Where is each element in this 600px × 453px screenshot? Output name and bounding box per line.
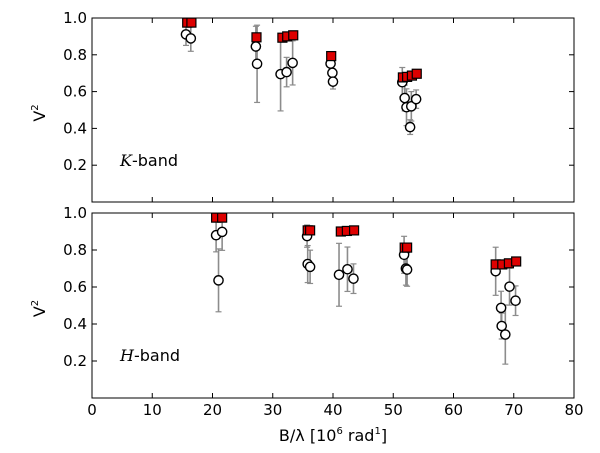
model-point-circle [504,281,515,292]
y-tick-label: 0.8 [63,46,87,64]
x-tick-label: 10 [143,401,162,419]
y-tick-label: 0.4 [63,315,87,333]
y-tick-label: 0.8 [63,241,87,259]
model-point-circle [401,264,413,275]
panel-label: H-band [119,346,180,365]
k-band-panel: 0.2 0.4 0.6 0.8 1.0 V2 K-band [30,9,575,203]
data-point-square [348,225,360,236]
model-point-circle [404,121,416,133]
data-point-square [305,225,316,236]
y-axis-label: V2 [30,300,49,317]
model-point-circle [495,302,507,314]
x-tick-label: 30 [263,401,282,419]
model-point-circle [410,93,422,105]
model-point-circle [406,101,417,112]
model-point-circle [327,67,338,79]
x-tick-label: 40 [323,401,342,419]
y-tick-label: 0.2 [63,352,87,370]
model-point-circle [496,320,508,332]
model-point-circle [348,273,359,284]
data-point-square [326,50,337,62]
data-point-square [411,68,422,79]
model-point-circle [399,92,410,104]
y-tick-label: 0.6 [63,278,87,296]
model-point-circle [304,261,316,273]
x-tick-label: 20 [203,401,222,419]
data-point-square [288,30,299,41]
model-point-circle [185,33,197,44]
x-tick-label: 70 [504,401,523,419]
model-point-circle [250,41,262,52]
h-band-panel: 0 10 20 30 40 50 60 70 80 0.2 0.4 0.6 0.8 1.0 V2 H-band… [30,204,584,445]
model-point-circle [333,269,345,281]
y-tick-label: 1.0 [63,204,87,222]
data-point-square [186,17,197,28]
y-tick-label: 0.6 [63,83,87,101]
data-point-square [251,32,262,43]
model-point-circle [510,295,521,306]
y-tick-label: 1.0 [63,9,87,27]
model-point-circle [327,76,339,87]
model-point-circle [216,226,228,238]
x-tick-label: 0 [87,401,97,419]
data-point-square [511,256,522,267]
y-tick-label: 0.2 [63,156,87,174]
model-point-circle [281,66,292,78]
x-tick-label: 80 [564,401,583,419]
y-axis-label: V2 [30,104,49,121]
model-point-circle [342,263,353,275]
axes-frame [91,17,575,203]
model-point-circle [287,57,298,69]
data-point-square [402,242,413,253]
model-point-circle [251,58,263,70]
y-tick-label: 0.4 [63,119,87,137]
x-tick-label: 60 [444,401,463,419]
model-point-circle [500,329,511,340]
panel-label: K-band [119,151,178,170]
model-point-circle [213,275,224,286]
x-axis-label: B/λ [106 rad1] [279,426,387,445]
data-point-square [217,212,228,223]
x-tick-label: 50 [384,401,403,419]
